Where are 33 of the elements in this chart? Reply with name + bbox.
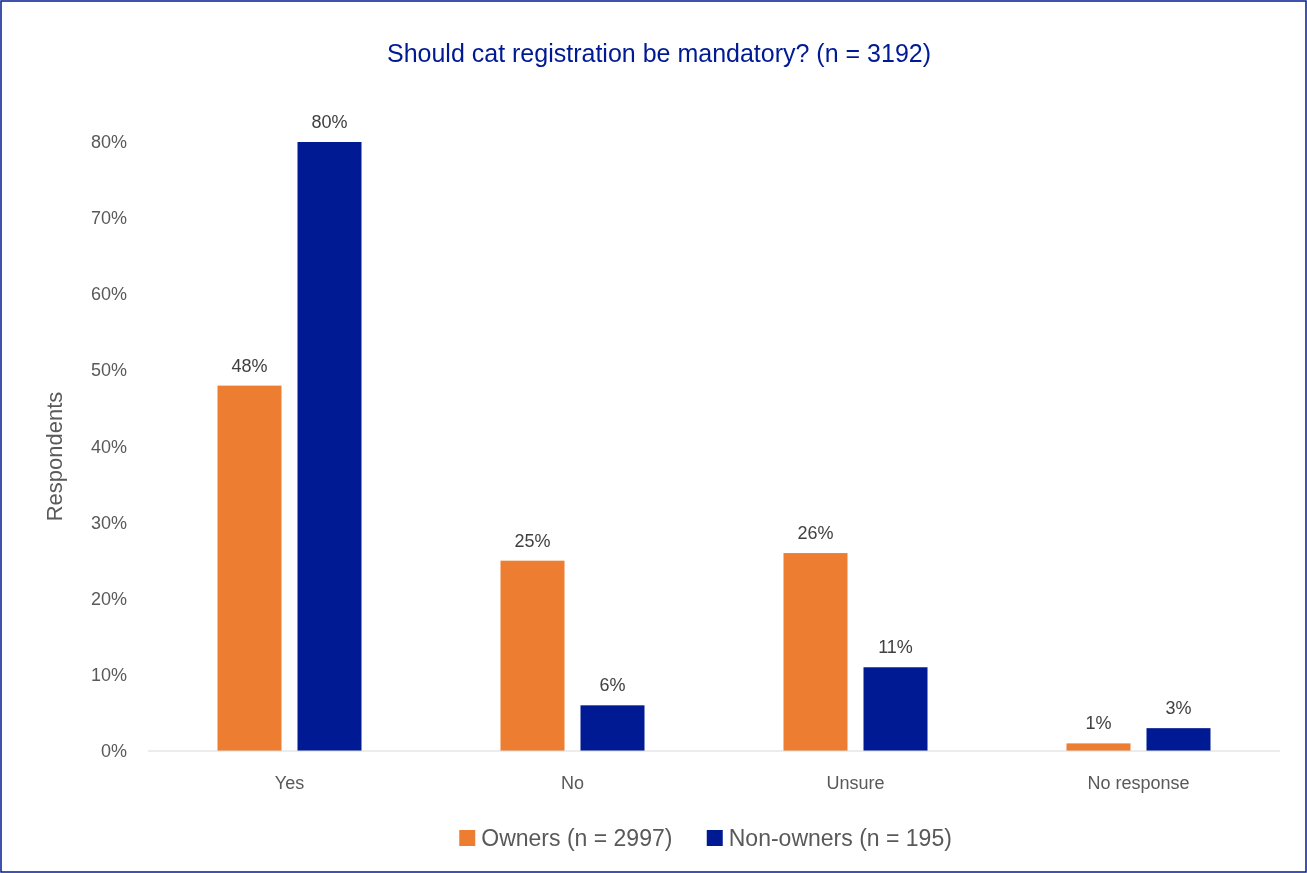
y-tick-label: 50% <box>90 360 127 381</box>
y-tick-label: 60% <box>90 284 127 305</box>
data-label: 1% <box>1085 713 1112 734</box>
bar <box>297 142 362 751</box>
bar <box>500 560 565 751</box>
x-tick-label: Yes <box>274 773 305 793</box>
y-tick-label: 10% <box>90 664 127 685</box>
data-label: 25% <box>514 530 551 551</box>
legend-label: Owners (n = 2997) <box>481 825 673 851</box>
bar <box>1146 728 1211 751</box>
data-label: 80% <box>311 112 348 132</box>
y-tick-label: 70% <box>90 208 127 229</box>
y-tick-label: 0% <box>100 741 127 761</box>
legend-label: Non-owners (n = 195) <box>728 825 952 851</box>
bar <box>580 705 645 751</box>
x-tick-label: No response <box>1087 773 1190 793</box>
y-tick-label: 40% <box>90 436 127 457</box>
data-label: 11% <box>878 637 913 658</box>
data-label: 48% <box>231 355 268 376</box>
y-tick-label: 80% <box>90 132 127 152</box>
data-label: 6% <box>599 675 626 696</box>
data-label: 3% <box>1165 698 1192 719</box>
chart-title: Should cat registration be mandatory? (n = 3192) <box>386 39 932 67</box>
x-tick-label: No <box>560 773 585 793</box>
y-tick-label: 20% <box>90 588 127 609</box>
y-axis-title: Respondents <box>42 391 67 522</box>
y-tick-label: 30% <box>90 512 127 533</box>
x-tick-label: Unsure <box>826 773 885 793</box>
bar <box>863 667 928 751</box>
bar <box>783 553 848 751</box>
bar <box>217 385 282 751</box>
data-label: 26% <box>797 523 834 544</box>
bar <box>1066 743 1131 751</box>
